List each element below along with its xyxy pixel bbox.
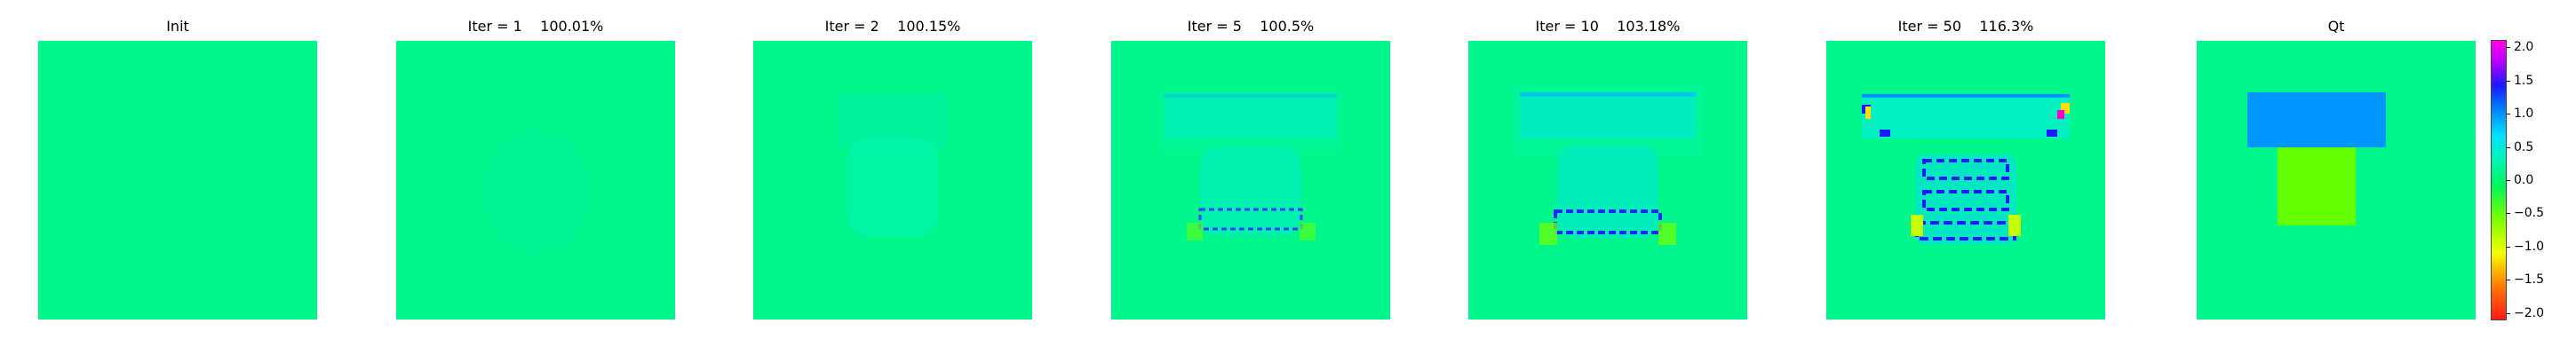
upper-shape: [1520, 92, 1696, 138]
faint-blob: [482, 130, 589, 254]
colorbar-tick: [2506, 47, 2510, 49]
lower-shape: [1915, 154, 2016, 245]
heatmap-iter-10: [1468, 41, 1747, 320]
colorbar: [2491, 40, 2507, 320]
green-patch: [1300, 223, 1316, 241]
colorbar-tick-label: −1.5: [2514, 272, 2544, 288]
heatmap-iter-1-svg: [396, 41, 675, 320]
colorbar-tick: [2506, 246, 2510, 248]
ring-top: [1922, 159, 2009, 180]
heatmap-iter-50: [1826, 41, 2105, 320]
heatmap-init-svg: [38, 41, 317, 320]
green-patch: [1187, 223, 1203, 241]
colorbar-tick-label: 0.5: [2514, 139, 2534, 154]
heatmap-iter-1: [396, 41, 675, 320]
heatmap-iter-2: [753, 41, 1032, 320]
panel-title: Iter = 2 100.15%: [824, 18, 961, 35]
upper-edge: [1165, 94, 1337, 98]
panel-iter-50: Iter = 50 116.3%: [1819, 0, 2112, 355]
qt-lower-block: [2278, 147, 2356, 225]
heatmap-iter-10-svg: [1468, 41, 1747, 320]
heatmap-iter-5: [1111, 41, 1390, 320]
green-patch: [1658, 223, 1676, 245]
panel-iter-5: Iter = 5 100.5%: [1104, 0, 1397, 355]
panel-title: Qt: [2327, 18, 2345, 35]
colorbar-tick-label: −0.5: [2514, 206, 2544, 221]
heatmap-qt-svg: [2197, 41, 2476, 320]
corner-dot: [1880, 130, 1890, 137]
lower-shape: [847, 138, 939, 236]
colorbar-tick: [2506, 80, 2510, 82]
green-patch: [1539, 223, 1557, 245]
panel-title: Iter = 5 100.5%: [1187, 18, 1315, 35]
panel-title: Iter = 1 100.01%: [467, 18, 604, 35]
upper-edge: [1520, 92, 1696, 97]
upper-edge: [1862, 94, 2070, 98]
corner-dot: [2061, 103, 2070, 114]
yellow-patch: [1911, 215, 1923, 236]
field-background: [396, 41, 675, 320]
panel-iter-10: Iter = 10 103.18%: [1461, 0, 1754, 355]
colorbar-tick: [2506, 146, 2510, 148]
lower-shape: [1557, 146, 1658, 238]
corner-dot: [2047, 130, 2057, 137]
panel-qt: Qt: [2190, 0, 2483, 355]
yellow-patch: [2008, 215, 2021, 236]
lower-ring: [1198, 208, 1303, 231]
heatmap-iter-5-svg: [1111, 41, 1390, 320]
colorbar-tick-label: 1.5: [2514, 73, 2534, 88]
colorbar-tick: [2506, 312, 2510, 314]
colorbar-tick-label: 0.0: [2514, 173, 2534, 187]
panel-title: Iter = 50 116.3%: [1897, 18, 2034, 35]
field-background: [38, 41, 317, 320]
panel-init: Init: [31, 0, 324, 355]
colorbar-tick: [2506, 213, 2510, 215]
panel-title: Iter = 10 103.18%: [1535, 18, 1681, 35]
heatmap-qt: [2197, 41, 2476, 320]
qt-upper-block: [2247, 92, 2386, 147]
heatmap-iter-50-svg: [1826, 41, 2105, 320]
panel-iter-1: Iter = 1 100.01%: [389, 0, 682, 355]
colorbar-tick-label: −1.0: [2514, 239, 2544, 254]
heatmap-iter-2-svg: [753, 41, 1032, 320]
ring-mid: [1922, 190, 2009, 211]
panel-iter-2: Iter = 2 100.15%: [746, 0, 1039, 355]
lower-shape: [1200, 147, 1301, 236]
panel-title: Init: [166, 18, 189, 35]
corner-dot: [2057, 110, 2064, 119]
heatmap-init: [38, 41, 317, 320]
upper-shape: [1862, 94, 2070, 138]
upper-shape: [1165, 94, 1337, 138]
corner-dot: [1865, 106, 1871, 119]
colorbar-tick: [2506, 180, 2510, 181]
colorbar-tick-label: −2.0: [2514, 305, 2544, 320]
colorbar-tick-label: 1.0: [2514, 106, 2534, 122]
lower-ring: [1554, 209, 1662, 234]
colorbar-tick-label: 2.0: [2514, 40, 2534, 55]
